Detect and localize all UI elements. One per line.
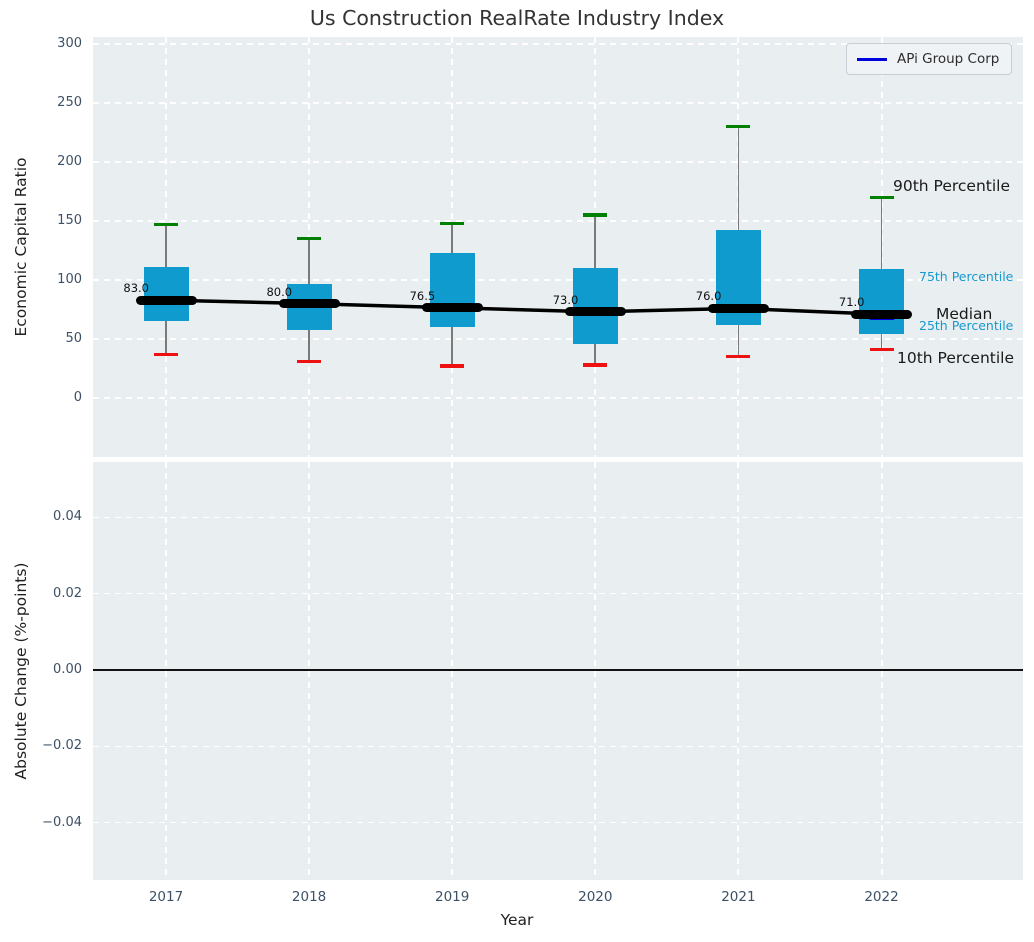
box-2017 [143, 267, 189, 322]
grid-line-horizontal [93, 397, 1023, 399]
y-tick-label: 150 [57, 213, 82, 229]
median-marker-2020 [564, 307, 626, 317]
cap-10th-2021 [726, 355, 751, 359]
grid-line-horizontal [93, 279, 1023, 281]
grid-line-horizontal [93, 745, 1023, 748]
x-tick-label: 2019 [435, 889, 470, 905]
box-2022 [859, 269, 904, 335]
median-value-label-2018: 80.0 [266, 284, 293, 299]
y-tick-label: 0 [73, 390, 82, 405]
annotation-median: Median [936, 305, 993, 323]
cap-10th-2022 [869, 347, 894, 352]
legend: APi Group Corp [846, 43, 1013, 75]
chart-title: Us Construction RealRate Industry Index [309, 6, 725, 30]
x-tick-label: 2020 [578, 889, 613, 905]
median-marker-2017 [135, 295, 197, 305]
y-tick-label: 200 [57, 154, 82, 170]
legend-line-icon [857, 57, 887, 61]
cap-90th-2019 [440, 221, 465, 226]
cap-10th-2017 [154, 352, 178, 357]
box-2020 [572, 268, 618, 344]
annotation-90th-percentile: 90th Percentile [893, 177, 1011, 195]
x-tick-label: 2022 [864, 889, 899, 905]
top-y-axis-label: Economic Capital Ratio [12, 157, 30, 337]
median-value-label-2022: 71.0 [838, 295, 865, 310]
cap-90th-2018 [297, 237, 322, 241]
annotation-10th-percentile: 10th Percentile [897, 349, 1015, 367]
y-tick-label: 250 [57, 95, 82, 111]
box-2019 [429, 252, 475, 328]
annotation-75th-percentile: 75th Percentile [919, 269, 1014, 284]
grid-line-horizontal [93, 161, 1023, 163]
y-tick-label: 0.00 [53, 662, 82, 678]
grid-line-horizontal [93, 592, 1023, 595]
median-trend-line [164, 298, 884, 316]
median-value-label-2017: 83.0 [123, 281, 149, 296]
median-value-label-2019: 76.5 [409, 288, 436, 303]
y-tick-label: 0.04 [53, 509, 82, 525]
x-axis-label: Year [500, 911, 534, 929]
grid-line-horizontal [93, 102, 1023, 104]
grid-line-horizontal [93, 220, 1023, 222]
cap-10th-2018 [297, 359, 322, 364]
grid-line-horizontal [93, 43, 1023, 45]
y-tick-label: 100 [57, 272, 82, 288]
x-tick-label: 2018 [291, 889, 327, 905]
median-marker-2021 [707, 303, 769, 313]
median-value-label-2021: 76.0 [695, 289, 722, 304]
cap-10th-2019 [440, 364, 465, 368]
cap-90th-2020 [583, 213, 608, 217]
y-tick-label: −0.04 [42, 814, 82, 830]
legend-label: APi Group Corp [897, 51, 1000, 67]
median-marker-2022 [851, 309, 912, 319]
grid-line-horizontal [93, 516, 1023, 519]
y-tick-label: 50 [65, 331, 82, 347]
top-plot-area: 83.0 80.0 76.5 73.0 76.0 71.0 [93, 37, 1023, 457]
cap-10th-2020 [583, 363, 608, 367]
grid-line-horizontal [93, 821, 1023, 824]
x-tick-label: 2017 [148, 889, 184, 905]
median-marker-2019 [421, 303, 483, 313]
cap-90th-2021 [726, 124, 751, 129]
y-tick-label: 0.02 [53, 585, 82, 601]
y-tick-label: −0.02 [42, 738, 82, 754]
median-value-label-2020: 73.0 [552, 292, 579, 307]
annotation-25th-percentile: 25th Percentile [919, 318, 1014, 333]
zero-line [93, 669, 1023, 672]
bottom-plot-area [93, 462, 1023, 880]
cap-90th-2022 [869, 195, 894, 200]
cap-90th-2017 [154, 222, 178, 227]
x-tick-label: 2021 [721, 889, 756, 905]
y-tick-label: 300 [57, 36, 82, 52]
grid-line-horizontal [93, 338, 1023, 340]
median-marker-2018 [278, 299, 340, 309]
